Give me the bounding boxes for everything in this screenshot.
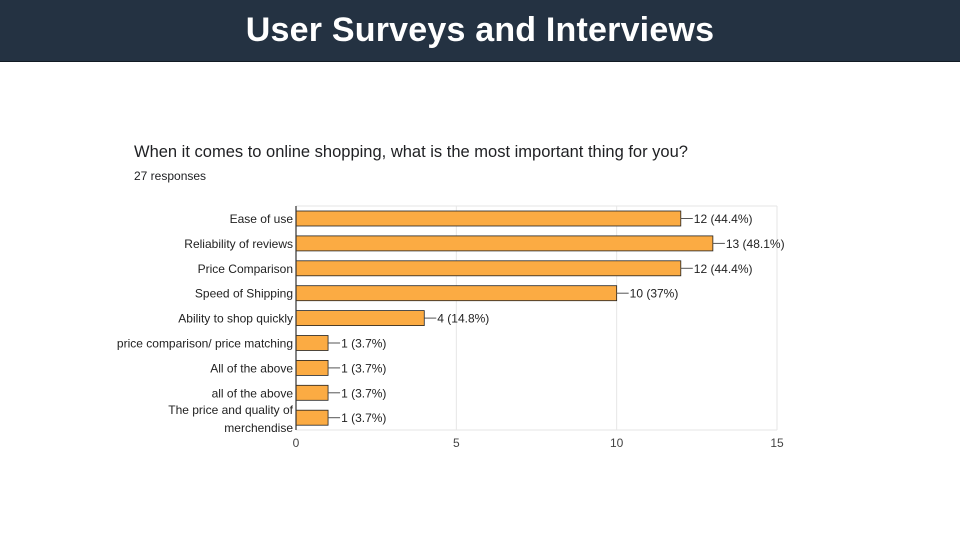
x-tick-label: 15 [770, 436, 784, 450]
data-label: 1 (3.7%) [341, 411, 386, 425]
x-tick-label: 0 [293, 436, 300, 450]
data-label: 4 (14.8%) [437, 312, 489, 326]
bar [295, 210, 682, 227]
category-label: All of the above [210, 361, 293, 375]
category-label: The price and quality of merchendise [168, 403, 293, 435]
data-label: 10 (37%) [630, 287, 679, 301]
category-label: Price Comparison [198, 262, 293, 276]
bar [295, 384, 329, 401]
bar [295, 235, 714, 252]
bar [295, 260, 682, 277]
category-label: all of the above [212, 386, 294, 400]
category-label: price comparison/ price matching [117, 337, 293, 351]
data-label: 13 (48.1%) [726, 237, 785, 251]
bar [295, 310, 425, 327]
data-label: 1 (3.7%) [341, 386, 386, 400]
bar [295, 335, 329, 351]
category-label: Speed of Shipping [195, 287, 293, 301]
title-bar: User Surveys and Interviews [0, 0, 960, 62]
category-label: Reliability of reviews [184, 237, 293, 251]
category-label: Ease of use [230, 212, 294, 226]
survey-question: When it comes to online shopping, what i… [134, 143, 688, 161]
response-count: 27 responses [134, 169, 207, 183]
bar [295, 285, 618, 302]
bar [295, 359, 329, 376]
data-label: 12 (44.4%) [694, 262, 753, 276]
page-title: User Surveys and Interviews [245, 11, 715, 49]
bar [295, 409, 329, 426]
x-tick-label: 5 [453, 436, 460, 450]
x-tick-label: 10 [610, 436, 624, 450]
data-label: 1 (3.7%) [341, 361, 386, 375]
category-label: Ability to shop quickly [178, 312, 293, 326]
data-label: 1 (3.7%) [341, 337, 386, 351]
data-label: 12 (44.4%) [694, 212, 753, 226]
